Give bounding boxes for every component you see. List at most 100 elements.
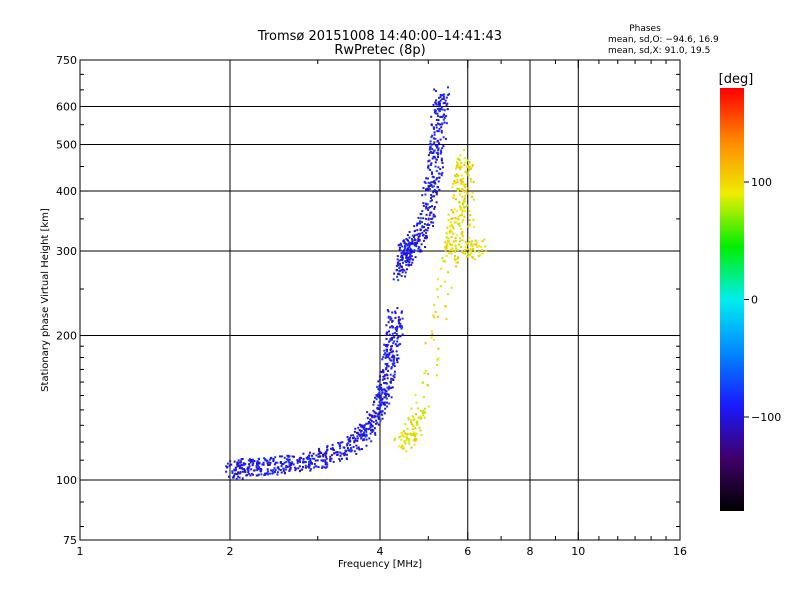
data-point [392,350,394,353]
data-point [414,439,417,442]
data-point [464,252,467,255]
data-point [428,185,430,188]
data-point [260,468,263,471]
data-point [283,456,286,459]
data-point [433,143,435,146]
data-point [330,457,333,460]
data-point [407,438,410,441]
data-point [459,166,462,169]
data-point [413,443,416,446]
data-point [442,95,445,98]
data-point [416,233,419,236]
data-point [369,418,372,421]
data-point [270,457,273,460]
data-point [463,215,466,218]
data-point [287,456,290,459]
data-point [435,170,438,173]
data-point [302,461,305,464]
data-point [455,221,458,224]
data-point [423,407,426,410]
data-point [418,426,421,429]
data-point [298,465,301,468]
data-point [266,472,269,475]
data-point [461,220,464,223]
data-point [463,249,466,252]
data-point [306,457,309,460]
data-point [466,252,469,255]
data-point [471,245,474,248]
data-point [437,130,440,133]
data-point [439,149,442,152]
data-point [325,456,328,458]
data-point [308,466,311,469]
data-point [240,463,243,466]
data-point [443,93,446,96]
data-point [367,428,370,431]
data-point [395,329,398,332]
data-point [430,136,433,139]
data-point [431,185,434,188]
data-point [430,123,433,126]
data-point [463,163,466,166]
data-point [422,187,425,189]
data-point [436,358,439,361]
data-point [408,244,411,247]
data-point [390,351,393,354]
y-tick-label: 500 [56,139,77,152]
data-point [313,457,316,460]
data-point [386,374,389,377]
data-point [398,267,401,269]
data-point [378,389,381,392]
data-point [247,459,250,462]
data-point [258,466,261,469]
data-point [318,450,321,453]
data-point [381,358,384,361]
data-point [431,172,433,175]
data-point [420,434,423,437]
data-point [391,332,394,335]
data-point [272,457,275,460]
data-point [460,182,463,185]
data-point [396,307,399,310]
x-tick-label: 8 [527,545,534,558]
data-point [447,213,450,216]
data-point [390,377,393,380]
data-point [329,458,332,461]
data-point [434,165,437,168]
data-point [417,407,420,410]
data-point [469,178,472,180]
data-point [436,315,439,318]
data-point [273,467,276,470]
chart-subtitle: RwPretec (8p) [334,43,425,58]
data-point [450,286,453,289]
data-point [470,242,473,245]
data-point [359,435,362,438]
data-point [360,437,363,440]
data-point [433,133,436,136]
data-point [397,273,400,276]
data-point [430,336,433,339]
data-point [484,249,487,252]
data-point [421,210,424,213]
data-point [269,472,272,475]
data-point [350,434,353,437]
data-point [448,232,451,235]
data-point [399,325,401,328]
data-point [445,232,448,235]
data-point [313,466,316,469]
data-point [302,458,305,460]
data-point [237,471,239,474]
data-point [311,454,313,457]
data-point [390,396,393,399]
colorbar-tick-label: −100 [751,411,781,424]
data-point [446,102,449,105]
data-point [414,256,417,259]
data-point [429,200,432,203]
data-point [426,177,429,180]
data-point [407,252,410,255]
data-point [382,401,385,404]
data-point [238,466,241,469]
data-point [326,448,329,451]
data-point [432,155,435,158]
data-point [422,414,425,417]
